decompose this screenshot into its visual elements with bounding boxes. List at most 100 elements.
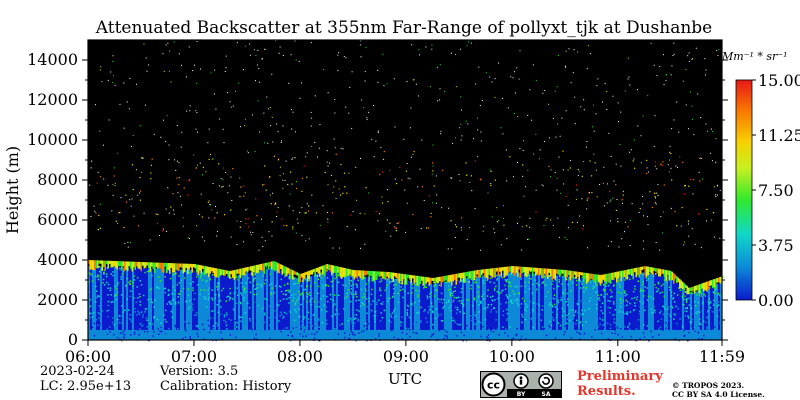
layer-speckle (132, 323, 134, 326)
layer-speckle (613, 321, 615, 323)
aerosol-speckle (689, 178, 691, 181)
aerosol-speckle (394, 227, 396, 229)
layer-speckle (246, 302, 249, 305)
layer-speckle (223, 314, 226, 316)
aerosol-speckle (275, 202, 277, 204)
noise-dot (216, 231, 218, 233)
layer-top-band (467, 271, 469, 279)
aerosol-speckle (710, 219, 713, 221)
layer-speckle (618, 311, 620, 314)
noise-dot (521, 226, 523, 228)
layer-top-band (503, 266, 505, 278)
layer-top-band (635, 267, 637, 278)
layer-speckle (368, 297, 370, 299)
bl-column (202, 271, 204, 340)
aerosol-speckle (156, 223, 159, 225)
bl-column (682, 287, 684, 340)
bl-column (116, 267, 118, 340)
layer-speckle (519, 276, 522, 279)
layer-speckle (462, 303, 465, 306)
layer-speckle (536, 273, 538, 275)
noise-dot (329, 162, 331, 164)
layer-speckle (386, 284, 388, 287)
layer-speckle (117, 318, 119, 321)
layer-top-band (476, 270, 478, 275)
noise-dot (502, 133, 504, 135)
layer-speckle (398, 323, 401, 325)
aerosol-speckle (243, 185, 245, 187)
noise-dot (501, 97, 503, 99)
layer-speckle (280, 278, 282, 281)
layer-speckle (478, 303, 480, 306)
aerosol-speckle (335, 180, 337, 182)
noise-dot (617, 121, 619, 123)
colorbar-tick-label: 11.25 (758, 126, 800, 145)
layer-speckle (697, 333, 699, 336)
layer-top-band (349, 269, 351, 275)
bl-column (574, 277, 576, 340)
layer-top-band (215, 268, 217, 278)
layer-speckle (192, 289, 194, 291)
layer-speckle (566, 330, 568, 332)
layer-speckle (130, 320, 133, 323)
layer-speckle (460, 291, 463, 293)
layer-speckle (449, 317, 452, 319)
layer-speckle (552, 319, 555, 321)
aerosol-speckle (125, 201, 128, 203)
layer-speckle (599, 323, 601, 326)
aerosol-speckle (670, 207, 672, 210)
layer-speckle (572, 309, 574, 311)
layer-top-band (284, 266, 286, 278)
noise-dot (688, 128, 690, 130)
noise-dot (208, 217, 210, 219)
layer-speckle (159, 280, 162, 282)
layer-top-band (614, 272, 616, 278)
layer-speckle (625, 312, 628, 315)
layer-top-band (404, 274, 406, 285)
layer-speckle (418, 300, 421, 302)
bl-column (508, 272, 510, 340)
layer-speckle (475, 281, 477, 283)
bl-column (536, 273, 538, 340)
layer-top-band (439, 276, 441, 282)
layer-speckle (116, 291, 119, 294)
layer-speckle (129, 314, 132, 316)
layer-speckle (247, 277, 249, 279)
layer-speckle (411, 304, 414, 306)
layer-speckle (96, 324, 99, 326)
layer-top-band (698, 284, 700, 294)
layer-speckle (129, 280, 132, 282)
noise-dot (278, 52, 280, 54)
layer-speckle (142, 324, 144, 327)
noise-dot (349, 86, 351, 88)
noise-dot (166, 230, 168, 232)
y-tick-label: 2000 (37, 290, 78, 309)
layer-speckle (501, 276, 503, 279)
layer-speckle (138, 333, 140, 336)
bl-column (346, 274, 348, 340)
aerosol-speckle (389, 169, 391, 172)
layer-speckle (393, 284, 395, 286)
layer-speckle (205, 300, 207, 303)
aerosol-speckle (375, 210, 377, 213)
layer-speckle (150, 298, 152, 300)
layer-speckle (624, 326, 626, 328)
layer-speckle (107, 287, 109, 289)
layer-speckle (597, 325, 599, 328)
noise-dot (196, 41, 198, 43)
layer-speckle (258, 283, 260, 286)
layer-speckle (114, 285, 117, 288)
layer-speckle (642, 280, 644, 283)
layer-speckle (311, 297, 313, 300)
noise-dot (441, 207, 443, 209)
layer-speckle (278, 304, 280, 306)
layer-speckle (240, 282, 243, 284)
layer-top-band (254, 265, 256, 276)
noise-dot (436, 66, 438, 68)
noise-dot (410, 107, 412, 109)
bl-column (236, 275, 238, 340)
layer-speckle (249, 318, 251, 320)
layer-speckle (133, 333, 136, 335)
backscatter-heatmap (88, 40, 724, 342)
layer-speckle (235, 302, 238, 304)
